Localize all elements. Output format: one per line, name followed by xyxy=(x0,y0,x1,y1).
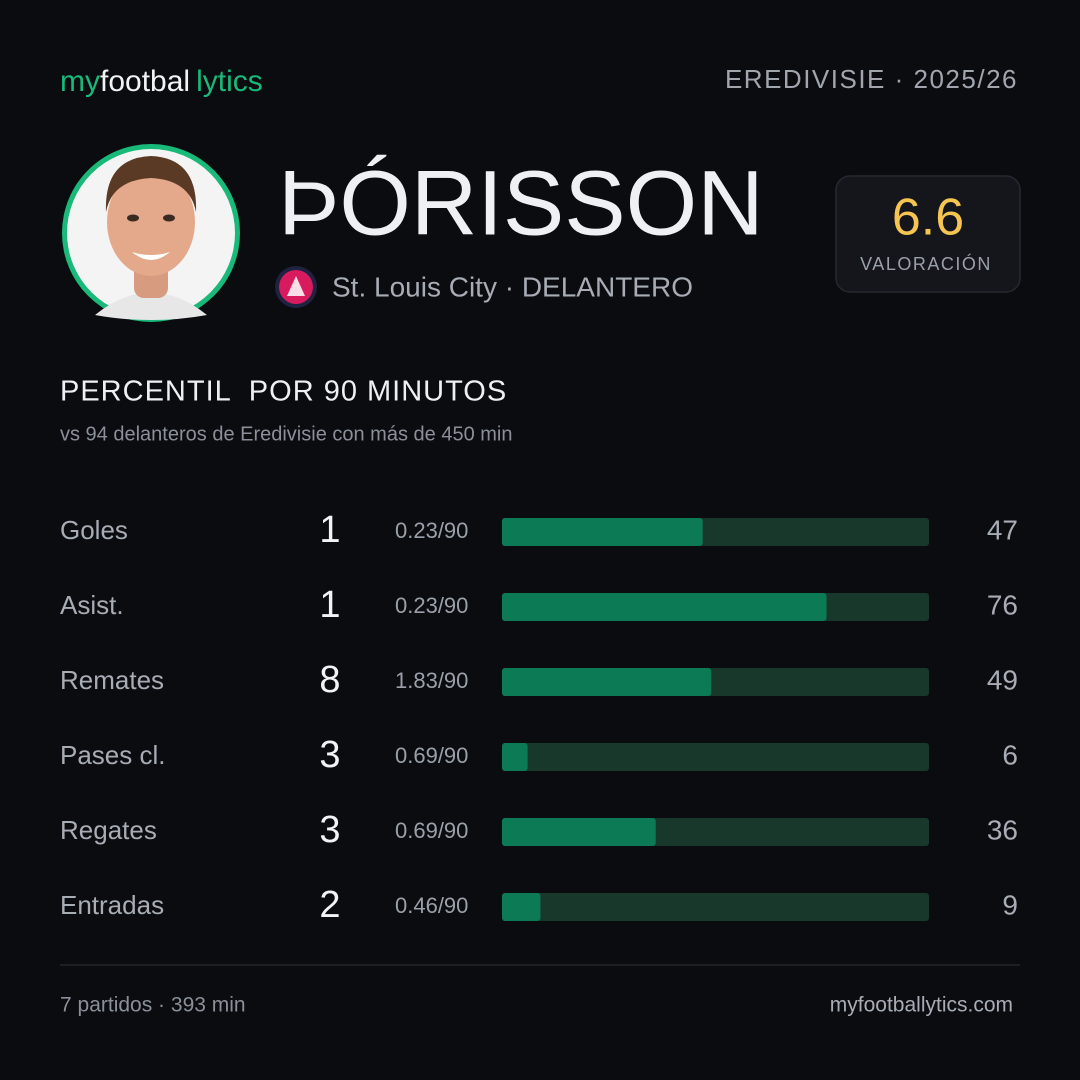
percentile-bar xyxy=(502,893,541,921)
percentile-value: 6 xyxy=(1002,739,1018,770)
brand-part: my xyxy=(60,65,100,98)
stat-per90: 0.69/90 xyxy=(395,743,468,768)
stat-label: Entradas xyxy=(60,890,164,920)
rating-label: VALORACIÓN xyxy=(860,253,992,274)
rating-box xyxy=(835,175,1021,293)
stat-rows: Goles 1 0.23/90 47 Asist. 1 0.23/90 76 Remates 8 1… xyxy=(60,509,1018,926)
stat-total: 1 xyxy=(319,509,340,551)
player-avatar xyxy=(62,144,240,322)
section-subtitle: vs 94 delanteros de Eredivisie con más d… xyxy=(60,423,512,445)
stat-label: Remates xyxy=(60,665,164,695)
percentile-value: 76 xyxy=(987,589,1018,620)
stat-label: Pases cl. xyxy=(60,740,166,770)
bar-track xyxy=(502,743,929,771)
rating-value: 6.6 xyxy=(892,189,964,247)
stat-label: Goles xyxy=(60,515,128,545)
percentile-bar xyxy=(502,593,827,621)
percentile-bar xyxy=(502,668,712,696)
brand-part: lytics xyxy=(196,65,263,98)
brand-logo: myfootbal lytics xyxy=(60,65,263,98)
section-title: PERCENTIL POR 90 MINUTOS xyxy=(60,376,507,408)
club-badge xyxy=(275,266,317,308)
club-position: St. Louis City · DELANTERO xyxy=(332,271,693,302)
bar-track xyxy=(502,893,929,921)
footer-right: myfootballytics.com xyxy=(830,994,1013,1017)
stat-per90: 0.23/90 xyxy=(395,518,468,543)
stat-per90: 0.69/90 xyxy=(395,818,468,843)
stat-per90: 0.23/90 xyxy=(395,593,468,618)
percentile-bar xyxy=(502,743,528,771)
percentile-bar xyxy=(502,818,656,846)
percentile-value: 36 xyxy=(987,814,1018,845)
stat-total: 3 xyxy=(319,734,340,776)
stat-total: 1 xyxy=(319,584,340,626)
percentile-value: 9 xyxy=(1002,889,1018,920)
stat-label: Asist. xyxy=(60,590,124,620)
stat-label: Regates xyxy=(60,815,157,845)
stat-total: 2 xyxy=(319,884,340,926)
stat-per90: 1.83/90 xyxy=(395,668,468,693)
brand-part: footbal xyxy=(100,65,190,98)
percentile-value: 49 xyxy=(987,664,1018,695)
player-name: ÞÓRISSON xyxy=(278,152,764,254)
stat-per90: 0.46/90 xyxy=(395,893,468,918)
stat-total: 3 xyxy=(319,809,340,851)
percentile-bar xyxy=(502,518,703,546)
league-season: EREDIVISIE · 2025/26 xyxy=(725,64,1018,94)
stat-total: 8 xyxy=(319,659,340,701)
percentile-value: 47 xyxy=(987,514,1018,545)
footer-left: 7 partidos · 393 min xyxy=(60,994,246,1017)
